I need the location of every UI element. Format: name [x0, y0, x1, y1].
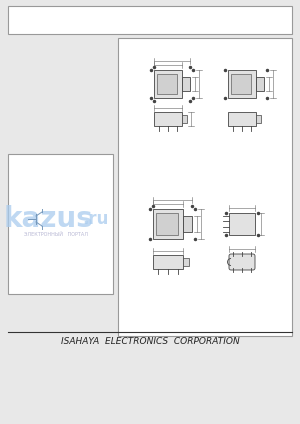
Bar — [183, 216, 192, 232]
Bar — [118, 38, 292, 336]
Bar — [153, 209, 183, 239]
Bar — [256, 77, 264, 91]
Bar — [228, 70, 256, 98]
FancyBboxPatch shape — [229, 254, 255, 270]
Bar — [8, 6, 292, 34]
Bar — [183, 258, 189, 266]
Bar — [153, 255, 183, 269]
Bar — [256, 115, 261, 123]
Bar — [154, 112, 182, 126]
Bar — [156, 213, 178, 235]
Bar — [157, 74, 177, 94]
Bar — [8, 154, 113, 294]
Text: .ru: .ru — [82, 210, 108, 228]
Bar — [228, 112, 256, 126]
Bar — [182, 115, 187, 123]
Text: ISAHAYA  ELECTRONICS  CORPORATION: ISAHAYA ELECTRONICS CORPORATION — [61, 337, 239, 346]
Bar — [154, 70, 182, 98]
Text: kazus: kazus — [3, 205, 93, 233]
Bar — [229, 213, 255, 235]
Text: ЭЛЕКТРОННЫЙ   ПОРТАЛ: ЭЛЕКТРОННЫЙ ПОРТАЛ — [24, 232, 88, 237]
Bar — [231, 74, 251, 94]
Bar — [182, 77, 190, 91]
